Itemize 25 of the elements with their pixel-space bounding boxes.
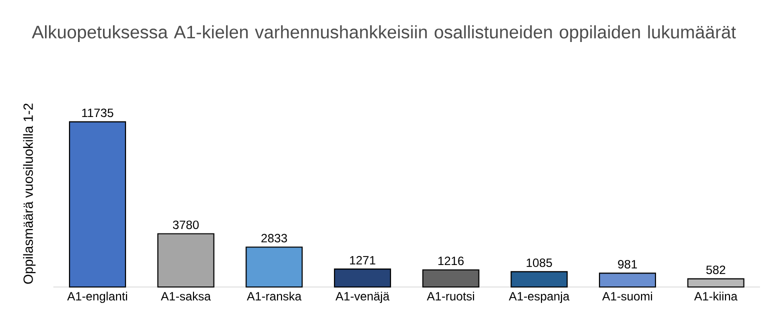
- data-label: 2833: [261, 234, 287, 242]
- bar: [334, 268, 392, 288]
- bar: [422, 269, 480, 288]
- x-tick-label: A1-suomi: [602, 292, 652, 301]
- data-label: 582: [706, 266, 726, 274]
- data-label: 3780: [172, 220, 199, 230]
- x-tick-label: A1-venäjä: [336, 292, 390, 303]
- x-tick-label: A1-kiina: [694, 292, 738, 301]
- bar: [598, 272, 656, 288]
- x-tick-label: A1-saksa: [160, 292, 211, 301]
- data-label: 1085: [526, 258, 552, 268]
- x-tick-label: A1-englanti: [67, 292, 128, 303]
- bar: [68, 121, 126, 288]
- bar: [157, 233, 214, 288]
- x-tick-label: A1-ranska: [246, 292, 302, 301]
- chart-title: Alkuopetuksessa A1-kielen varhennushankkeisiin osallistuneiden oppilaiden lukumäärät: [32, 25, 736, 42]
- y-axis-title: Oppilasmäärä vuosiluokilla 1-2: [23, 104, 36, 284]
- data-label: 1271: [350, 256, 376, 264]
- x-tick-label: A1-espanja: [508, 292, 570, 303]
- data-label: 981: [618, 260, 637, 268]
- data-label: 11735: [82, 108, 114, 118]
- bar: [246, 246, 303, 288]
- x-tick-label: A1-ruotsi: [426, 292, 474, 301]
- data-label: 1216: [438, 256, 464, 266]
- bar: [510, 271, 568, 288]
